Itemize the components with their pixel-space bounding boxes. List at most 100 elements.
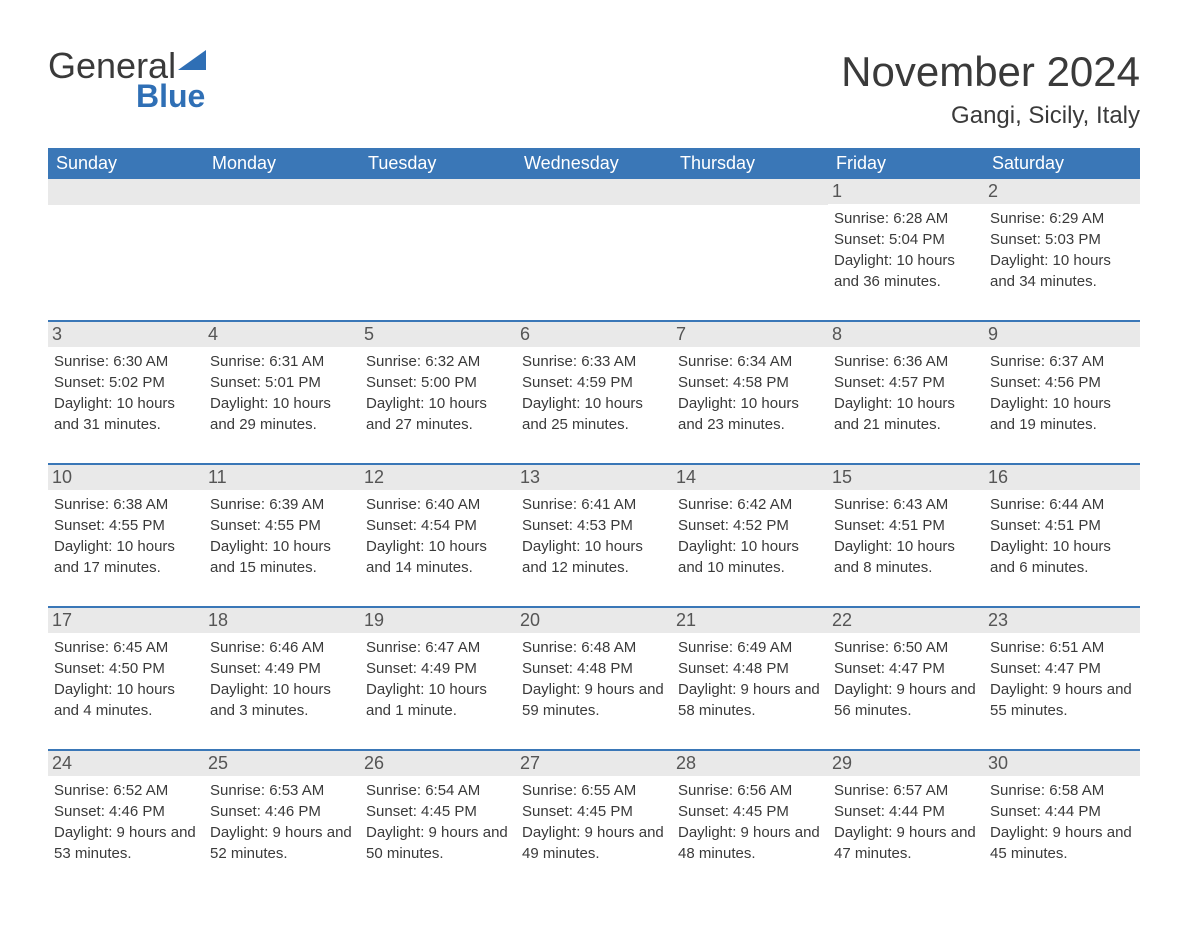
calendar-day-cell: 12Sunrise: 6:40 AMSunset: 4:54 PMDayligh… [360, 464, 516, 607]
location: Gangi, Sicily, Italy [841, 102, 1140, 130]
calendar-day-cell: 11 Sunrise: 6:39 AMSunset: 4:55 PMDayligh… [204, 464, 360, 607]
day-number: 30 [984, 751, 1140, 776]
day-number: 25 [204, 751, 360, 776]
day-details: Sunrise: 6:28 AMSunset: 5:04 PMDaylight:… [834, 208, 978, 292]
sunset-line: Sunset: 4:48 PM [678, 658, 822, 679]
day-number: 6 [516, 322, 672, 347]
sunset-line: Sunset: 5:04 PM [834, 229, 978, 250]
calendar-day-cell: 29Sunrise: 6:57 AMSunset: 4:44 PMDayligh… [828, 750, 984, 892]
calendar-week-row: 1Sunrise: 6:28 AMSunset: 5:04 PMDaylight… [48, 179, 1140, 321]
day-details: Sunrise: 6:43 AMSunset: 4:51 PMDaylight:… [834, 494, 978, 578]
calendar-day-cell [516, 179, 672, 321]
sunset-line: Sunset: 4:49 PM [210, 658, 354, 679]
day-number: 22 [828, 608, 984, 633]
sunrise-line: Sunrise: 6:48 AM [522, 637, 666, 658]
sunset-line: Sunset: 5:01 PM [210, 372, 354, 393]
day-details: Sunrise: 6:45 AMSunset: 4:50 PMDaylight:… [54, 637, 198, 721]
calendar-day-cell [204, 179, 360, 321]
calendar-day-cell [672, 179, 828, 321]
daylight-line: Daylight: 10 hours and 36 minutes. [834, 250, 978, 292]
calendar-day-cell: 26Sunrise: 6:54 AMSunset: 4:45 PMDayligh… [360, 750, 516, 892]
day-details: Sunrise: 6:32 AMSunset: 5:00 PMDaylight:… [366, 351, 510, 435]
weekday-header-row: Sunday Monday Tuesday Wednesday Thursday… [48, 148, 1140, 179]
calendar-day-cell: 21Sunrise: 6:49 AMSunset: 4:48 PMDayligh… [672, 607, 828, 750]
day-number: 9 [984, 322, 1140, 347]
sunset-line: Sunset: 4:55 PM [54, 515, 198, 536]
daylight-line: Daylight: 10 hours and 31 minutes. [54, 393, 198, 435]
daylight-line: Daylight: 9 hours and 58 minutes. [678, 679, 822, 721]
day-number: 27 [516, 751, 672, 776]
calendar-day-cell: 16Sunrise: 6:44 AMSunset: 4:51 PMDayligh… [984, 464, 1140, 607]
sunrise-line: Sunrise: 6:46 AM [210, 637, 354, 658]
sunrise-line: Sunrise: 6:47 AM [366, 637, 510, 658]
daylight-line: Daylight: 10 hours and 27 minutes. [366, 393, 510, 435]
daylight-line: Daylight: 10 hours and 12 minutes. [522, 536, 666, 578]
day-details: Sunrise: 6:33 AMSunset: 4:59 PMDaylight:… [522, 351, 666, 435]
day-number: 5 [360, 322, 516, 347]
day-number: 18 [204, 608, 360, 633]
day-number: 16 [984, 465, 1140, 490]
daylight-line: Daylight: 10 hours and 4 minutes. [54, 679, 198, 721]
sunrise-line: Sunrise: 6:33 AM [522, 351, 666, 372]
weekday-header: Saturday [984, 148, 1140, 179]
day-number: 29 [828, 751, 984, 776]
calendar-week-row: 24Sunrise: 6:52 AMSunset: 4:46 PMDayligh… [48, 750, 1140, 892]
sunrise-line: Sunrise: 6:29 AM [990, 208, 1134, 229]
calendar-day-cell: 18 Sunrise: 6:46 AMSunset: 4:49 PMDayligh… [204, 607, 360, 750]
sunrise-line: Sunrise: 6:50 AM [834, 637, 978, 658]
day-number: 15 [828, 465, 984, 490]
day-details: Sunrise: 6:54 AMSunset: 4:45 PMDaylight:… [366, 780, 510, 864]
sunrise-line: Sunrise: 6:37 AM [990, 351, 1134, 372]
daylight-line: Daylight: 9 hours and 52 minutes. [210, 822, 354, 864]
day-number: 11 [204, 465, 360, 490]
month-title: November 2024 [841, 48, 1140, 96]
day-details: Sunrise: 6:55 AMSunset: 4:45 PMDaylight:… [522, 780, 666, 864]
daylight-line: Daylight: 10 hours and 10 minutes. [678, 536, 822, 578]
daylight-line: Daylight: 9 hours and 45 minutes. [990, 822, 1134, 864]
sunset-line: Sunset: 4:59 PM [522, 372, 666, 393]
sunset-line: Sunset: 4:51 PM [834, 515, 978, 536]
daylight-line: Daylight: 10 hours and 14 minutes. [366, 536, 510, 578]
day-details: Sunrise: 6:40 AMSunset: 4:54 PMDaylight:… [366, 494, 510, 578]
sunrise-line: Sunrise: 6:34 AM [678, 351, 822, 372]
calendar-day-cell: 15 Sunrise: 6:43 AMSunset: 4:51 PMDayligh… [828, 464, 984, 607]
sunrise-line: Sunrise: 6:41 AM [522, 494, 666, 515]
day-details: Sunrise: 6:39 AMSunset: 4:55 PMDaylight:… [210, 494, 354, 578]
day-number: 8 [828, 322, 984, 347]
daylight-line: Daylight: 10 hours and 29 minutes. [210, 393, 354, 435]
calendar-day-cell: 10Sunrise: 6:38 AMSunset: 4:55 PMDayligh… [48, 464, 204, 607]
logo-text-blue: Blue [136, 78, 206, 115]
day-details: Sunrise: 6:38 AMSunset: 4:55 PMDaylight:… [54, 494, 198, 578]
sunset-line: Sunset: 5:00 PM [366, 372, 510, 393]
calendar-day-cell: 8Sunrise: 6:36 AMSunset: 4:57 PMDaylight… [828, 321, 984, 464]
day-details: Sunrise: 6:41 AMSunset: 4:53 PMDaylight:… [522, 494, 666, 578]
sunset-line: Sunset: 4:54 PM [366, 515, 510, 536]
calendar-day-cell: 4Sunrise: 6:31 AMSunset: 5:01 PMDaylight… [204, 321, 360, 464]
calendar-day-cell: 19Sunrise: 6:47 AMSunset: 4:49 PMDayligh… [360, 607, 516, 750]
day-details: Sunrise: 6:31 AMSunset: 5:01 PMDaylight:… [210, 351, 354, 435]
weekday-header: Sunday [48, 148, 204, 179]
day-number [516, 179, 672, 205]
calendar-day-cell: 20Sunrise: 6:48 AMSunset: 4:48 PMDayligh… [516, 607, 672, 750]
sunset-line: Sunset: 4:45 PM [522, 801, 666, 822]
sunrise-line: Sunrise: 6:43 AM [834, 494, 978, 515]
weekday-header: Friday [828, 148, 984, 179]
sunrise-line: Sunrise: 6:49 AM [678, 637, 822, 658]
day-number: 2 [984, 179, 1140, 204]
calendar-day-cell: 30Sunrise: 6:58 AMSunset: 4:44 PMDayligh… [984, 750, 1140, 892]
sunset-line: Sunset: 4:58 PM [678, 372, 822, 393]
sunrise-line: Sunrise: 6:32 AM [366, 351, 510, 372]
sunrise-line: Sunrise: 6:55 AM [522, 780, 666, 801]
calendar-week-row: 10Sunrise: 6:38 AMSunset: 4:55 PMDayligh… [48, 464, 1140, 607]
daylight-line: Daylight: 10 hours and 3 minutes. [210, 679, 354, 721]
daylight-line: Daylight: 9 hours and 59 minutes. [522, 679, 666, 721]
calendar-day-cell: 22Sunrise: 6:50 AMSunset: 4:47 PMDayligh… [828, 607, 984, 750]
title-block: November 2024 Gangi, Sicily, Italy [841, 48, 1140, 130]
sunrise-line: Sunrise: 6:28 AM [834, 208, 978, 229]
day-number: 7 [672, 322, 828, 347]
calendar-day-cell: 23Sunrise: 6:51 AMSunset: 4:47 PMDayligh… [984, 607, 1140, 750]
day-details: Sunrise: 6:30 AMSunset: 5:02 PMDaylight:… [54, 351, 198, 435]
sunrise-line: Sunrise: 6:57 AM [834, 780, 978, 801]
daylight-line: Daylight: 10 hours and 23 minutes. [678, 393, 822, 435]
day-number [204, 179, 360, 205]
